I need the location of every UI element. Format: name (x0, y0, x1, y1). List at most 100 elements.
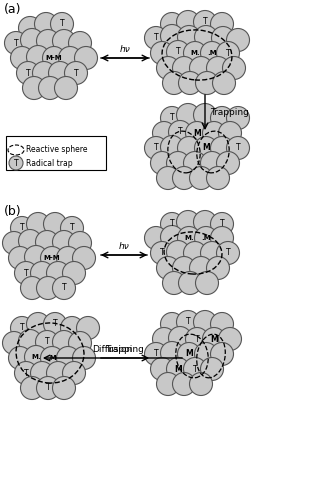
Circle shape (44, 212, 66, 236)
Text: T: T (193, 364, 197, 374)
Bar (6, 136, 106, 170)
Circle shape (161, 312, 184, 336)
Text: M: M (202, 144, 210, 152)
Text: T: T (14, 158, 18, 168)
Circle shape (206, 166, 229, 190)
Circle shape (150, 152, 173, 174)
Circle shape (177, 104, 199, 126)
Circle shape (156, 56, 179, 80)
Circle shape (144, 26, 167, 50)
Text: Reactive sphere: Reactive sphere (26, 146, 88, 154)
Circle shape (15, 362, 38, 384)
Circle shape (200, 42, 223, 64)
Circle shape (210, 212, 234, 236)
Circle shape (144, 342, 167, 365)
Circle shape (69, 332, 92, 354)
Circle shape (216, 152, 240, 174)
Circle shape (210, 106, 234, 130)
Circle shape (173, 166, 196, 190)
Circle shape (48, 62, 71, 84)
Circle shape (179, 272, 202, 294)
Text: T: T (74, 68, 78, 78)
Circle shape (193, 104, 216, 126)
Text: T: T (26, 68, 30, 78)
Circle shape (190, 372, 212, 396)
Circle shape (210, 136, 234, 160)
Text: hν: hν (120, 45, 131, 54)
Circle shape (52, 30, 76, 52)
Text: .M: .M (207, 50, 217, 56)
Circle shape (178, 226, 200, 250)
Circle shape (31, 362, 53, 384)
Circle shape (212, 72, 235, 94)
Circle shape (193, 210, 216, 234)
Circle shape (10, 316, 33, 340)
Circle shape (40, 346, 64, 370)
Circle shape (177, 210, 199, 234)
Text: M: M (174, 364, 182, 374)
Circle shape (46, 262, 70, 284)
Text: T: T (45, 338, 49, 346)
Circle shape (167, 358, 190, 380)
Circle shape (9, 346, 32, 370)
Circle shape (206, 256, 229, 280)
Circle shape (161, 24, 184, 48)
Circle shape (177, 310, 199, 334)
Circle shape (72, 346, 95, 370)
Circle shape (52, 230, 76, 254)
Circle shape (195, 342, 217, 365)
Circle shape (178, 136, 200, 160)
Circle shape (173, 372, 196, 396)
Circle shape (19, 16, 41, 40)
Circle shape (10, 46, 33, 70)
Text: T: T (170, 114, 174, 122)
Circle shape (218, 328, 241, 350)
Circle shape (190, 256, 212, 280)
Circle shape (51, 12, 74, 36)
Text: M: M (210, 334, 218, 344)
Circle shape (195, 136, 217, 160)
Text: T: T (236, 144, 240, 152)
Text: Radical trap: Radical trap (26, 158, 73, 168)
Text: M: M (185, 350, 193, 358)
Circle shape (222, 56, 246, 80)
Text: T: T (60, 20, 64, 28)
Circle shape (63, 362, 86, 384)
Circle shape (21, 28, 44, 52)
Text: M.: M. (190, 50, 200, 56)
Circle shape (57, 346, 80, 370)
Circle shape (42, 46, 65, 70)
Circle shape (37, 276, 59, 299)
Circle shape (178, 26, 200, 48)
Circle shape (69, 232, 92, 254)
Circle shape (9, 246, 32, 270)
Circle shape (25, 246, 47, 268)
Circle shape (167, 240, 190, 264)
Circle shape (156, 166, 179, 190)
Circle shape (190, 56, 212, 80)
Circle shape (60, 216, 83, 240)
Text: T: T (178, 128, 182, 136)
Circle shape (216, 42, 240, 64)
Text: hν: hν (118, 242, 129, 251)
Circle shape (161, 226, 184, 248)
Circle shape (200, 152, 223, 174)
Circle shape (227, 28, 250, 52)
Circle shape (52, 330, 76, 353)
Circle shape (19, 230, 41, 252)
Text: M: M (193, 128, 201, 138)
Circle shape (173, 56, 196, 80)
Circle shape (156, 372, 179, 396)
Circle shape (72, 246, 95, 270)
Circle shape (144, 226, 167, 250)
Circle shape (22, 76, 46, 100)
Circle shape (37, 30, 59, 52)
Text: T: T (154, 350, 158, 358)
Circle shape (162, 72, 185, 94)
Circle shape (64, 62, 88, 84)
Circle shape (190, 166, 212, 190)
Circle shape (31, 262, 53, 284)
Circle shape (184, 242, 206, 264)
Circle shape (15, 262, 38, 284)
Circle shape (193, 10, 216, 34)
